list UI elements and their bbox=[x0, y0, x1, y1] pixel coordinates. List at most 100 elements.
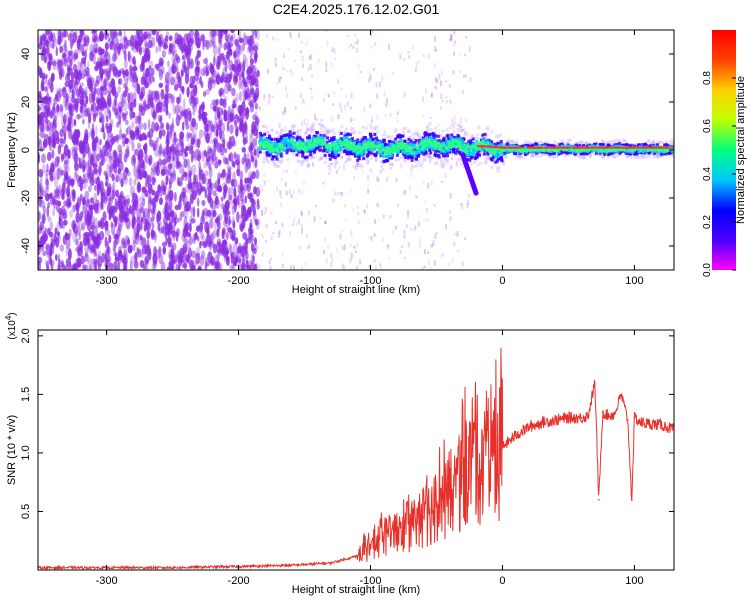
noise-cell bbox=[356, 39, 359, 45]
noise-cell bbox=[325, 30, 328, 33]
band-cell bbox=[460, 162, 464, 166]
noise-cell bbox=[189, 75, 194, 85]
noise-cell bbox=[243, 137, 246, 146]
noise-cell bbox=[434, 235, 437, 239]
noise-cell bbox=[370, 236, 373, 241]
noise-cell bbox=[242, 130, 245, 138]
noise-cell bbox=[253, 156, 258, 169]
band-cell bbox=[441, 129, 445, 133]
noise-cell bbox=[208, 218, 214, 229]
noise-cell bbox=[172, 211, 178, 221]
noise-cell bbox=[129, 72, 133, 83]
noise-cell bbox=[90, 224, 96, 231]
noise-cell bbox=[88, 204, 94, 212]
noise-cell bbox=[141, 46, 144, 53]
noise-cell bbox=[95, 79, 99, 87]
noise-cell bbox=[65, 92, 69, 104]
noise-cell bbox=[99, 111, 103, 119]
band-cell bbox=[358, 131, 362, 135]
noise-cell bbox=[138, 95, 143, 102]
noise-cell bbox=[209, 62, 213, 72]
noise-cell bbox=[238, 188, 243, 198]
noise-cell bbox=[233, 201, 237, 213]
noise-cell bbox=[125, 86, 129, 93]
noise-cell bbox=[319, 216, 322, 220]
noise-cell bbox=[135, 223, 140, 236]
noise-cell bbox=[196, 153, 201, 162]
noise-cell bbox=[40, 102, 46, 113]
noise-cell bbox=[300, 50, 302, 54]
noise-cell bbox=[197, 148, 201, 154]
noise-cell bbox=[395, 117, 398, 120]
noise-cell bbox=[133, 165, 137, 177]
noise-cell bbox=[66, 192, 71, 202]
noise-cell bbox=[208, 39, 213, 48]
noise-cell bbox=[41, 153, 46, 164]
noise-cell bbox=[285, 190, 288, 196]
noise-cell bbox=[415, 61, 418, 68]
band-cell bbox=[273, 163, 277, 167]
noise-cell bbox=[155, 136, 160, 143]
noise-cell bbox=[55, 253, 58, 262]
noise-cell bbox=[177, 181, 183, 187]
noise-cell bbox=[249, 198, 255, 204]
noise-cell bbox=[241, 257, 245, 265]
noise-cell bbox=[155, 45, 159, 54]
noise-cell bbox=[294, 106, 297, 110]
noise-cell bbox=[349, 187, 352, 194]
noise-cell bbox=[127, 50, 131, 62]
noise-cell bbox=[121, 134, 127, 146]
noise-cell bbox=[139, 63, 145, 72]
noise-cell bbox=[168, 253, 174, 260]
noise-cell bbox=[139, 234, 143, 246]
noise-cell bbox=[108, 96, 112, 108]
noise-cell bbox=[425, 88, 427, 94]
noise-cell bbox=[175, 263, 179, 270]
noise-cell bbox=[353, 176, 356, 180]
band-cell bbox=[535, 142, 538, 146]
noise-cell bbox=[432, 240, 435, 247]
noise-cell bbox=[59, 104, 64, 112]
noise-cell bbox=[249, 63, 254, 71]
noise-cell bbox=[158, 245, 162, 254]
noise-cell bbox=[267, 130, 270, 135]
figure-title: C2E4.2025.176.12.02.G01 bbox=[273, 1, 440, 17]
noise-cell bbox=[254, 159, 258, 168]
noise-cell bbox=[301, 190, 304, 195]
noise-cell bbox=[168, 198, 173, 211]
noise-cell bbox=[460, 203, 463, 206]
noise-cell bbox=[433, 62, 436, 69]
noise-cell bbox=[157, 222, 161, 232]
noise-cell bbox=[363, 107, 366, 113]
noise-cell bbox=[423, 265, 426, 269]
noise-cell bbox=[354, 41, 357, 45]
noise-cell bbox=[394, 226, 397, 230]
noise-cell bbox=[337, 114, 340, 120]
noise-cell bbox=[134, 252, 138, 262]
noise-cell bbox=[461, 90, 464, 94]
noise-cell bbox=[105, 115, 109, 123]
noise-cell bbox=[356, 242, 359, 247]
band-cell bbox=[381, 168, 385, 172]
noise-cell bbox=[45, 244, 50, 250]
noise-cell bbox=[84, 251, 88, 258]
noise-cell bbox=[249, 135, 253, 145]
noise-cell bbox=[452, 44, 455, 48]
noise-cell bbox=[126, 145, 130, 157]
noise-cell bbox=[255, 186, 261, 197]
noise-cell bbox=[343, 104, 346, 110]
band-cell bbox=[469, 162, 473, 166]
noise-cell bbox=[165, 110, 169, 116]
noise-cell bbox=[100, 190, 104, 197]
noise-cell bbox=[114, 94, 117, 107]
noise-cell bbox=[268, 260, 271, 265]
noise-cell bbox=[123, 199, 127, 207]
noise-cell bbox=[344, 160, 347, 164]
noise-cell bbox=[254, 111, 258, 123]
band-cell bbox=[429, 128, 433, 131]
band-cell bbox=[450, 133, 454, 137]
noise-cell bbox=[143, 152, 147, 163]
noise-cell bbox=[251, 242, 254, 253]
noise-cell bbox=[155, 165, 159, 174]
noise-cell bbox=[407, 242, 410, 248]
